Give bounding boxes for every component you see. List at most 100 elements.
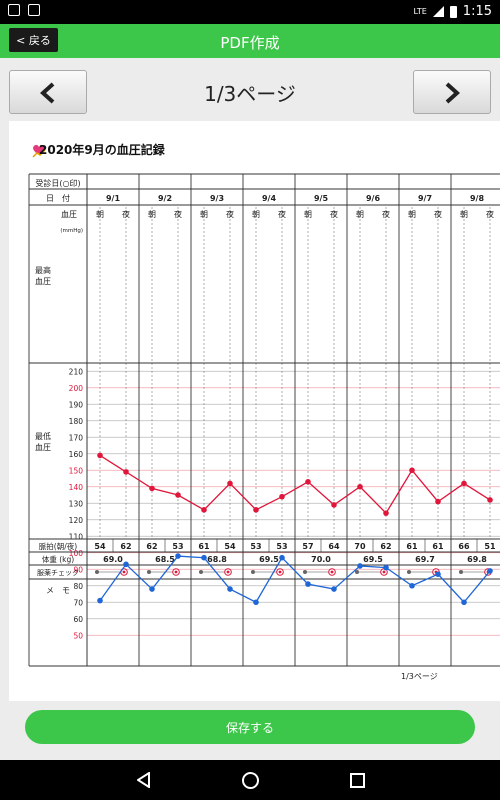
data-point bbox=[175, 553, 181, 559]
signal-icon bbox=[432, 6, 444, 17]
pulse-value: 61 bbox=[432, 542, 444, 551]
y-tick-label-90: 90 bbox=[73, 565, 83, 574]
page-indicator: 1/3ページ bbox=[204, 82, 296, 106]
data-point bbox=[279, 554, 285, 561]
date-header-9/8: 9/8 bbox=[470, 194, 484, 203]
nav-home-icon[interactable] bbox=[242, 772, 259, 789]
med-check-dot bbox=[147, 570, 151, 574]
chevron-left-icon bbox=[40, 82, 55, 104]
pulse-value: 64 bbox=[328, 542, 340, 551]
nav-recents-icon[interactable] bbox=[350, 773, 365, 788]
med-check-circle-dot bbox=[122, 570, 126, 574]
y-tick-label-130: 130 bbox=[69, 499, 84, 508]
pulse-value: 66 bbox=[458, 542, 470, 551]
data-point bbox=[383, 510, 389, 516]
sheet-page-number: 1/3ページ bbox=[401, 672, 438, 681]
med-check-dot bbox=[199, 570, 203, 574]
y-tick-label-140: 140 bbox=[69, 483, 84, 492]
y-tick-label-60: 60 bbox=[73, 615, 83, 624]
med-check-dot bbox=[251, 570, 255, 574]
y-tick-label-100: 100 bbox=[69, 549, 84, 558]
diastolic-label-2: 血圧 bbox=[35, 442, 51, 452]
morning-header: 朝 bbox=[408, 210, 416, 219]
date-header-9/2: 9/2 bbox=[158, 194, 172, 203]
med-check-dot bbox=[95, 570, 99, 574]
pulse-value: 57 bbox=[302, 542, 313, 551]
heart-chart-icon bbox=[32, 144, 46, 158]
systolic-label-2: 血圧 bbox=[35, 276, 51, 286]
date-header-9/1: 9/1 bbox=[106, 194, 120, 203]
data-point bbox=[461, 599, 467, 606]
pulse-value: 54 bbox=[224, 542, 236, 551]
next-page-button[interactable] bbox=[413, 70, 491, 114]
data-point bbox=[175, 492, 181, 498]
battery-icon bbox=[449, 5, 457, 18]
data-point bbox=[279, 493, 285, 500]
y-tick-label-50: 50 bbox=[73, 631, 83, 640]
unit-label: (mmHg) bbox=[60, 228, 83, 234]
chevron-right-icon bbox=[445, 82, 460, 104]
data-point bbox=[331, 502, 337, 508]
data-point bbox=[409, 467, 415, 474]
back-button[interactable]: < 戻る bbox=[9, 28, 58, 52]
night-header: 夜 bbox=[278, 209, 286, 219]
night-header: 夜 bbox=[174, 209, 182, 219]
data-point bbox=[253, 507, 259, 513]
med-check-dot bbox=[303, 570, 307, 574]
weight-value: 69.7 bbox=[415, 555, 435, 564]
sheet-title: 2020年9月の血圧記録 bbox=[39, 143, 165, 157]
morning-header: 朝 bbox=[200, 210, 208, 219]
data-point bbox=[253, 599, 259, 606]
app-bar: < 戻る PDF作成 bbox=[0, 24, 500, 58]
y-tick-label-110: 110 bbox=[69, 532, 84, 541]
bp-label: 血圧 bbox=[61, 209, 77, 219]
nav-back-icon[interactable] bbox=[137, 772, 151, 788]
save-button[interactable]: 保存する bbox=[25, 710, 475, 744]
data-point bbox=[461, 480, 467, 487]
med-label: 服薬チェック bbox=[37, 568, 79, 577]
pulse-value: 61 bbox=[198, 542, 210, 551]
date-header-9/4: 9/4 bbox=[262, 194, 276, 203]
morning-header: 朝 bbox=[356, 210, 364, 219]
weight-value: 69.8 bbox=[467, 555, 487, 564]
date-label: 日 付 bbox=[46, 193, 70, 203]
weight-value: 69.5 bbox=[363, 555, 383, 564]
night-header: 夜 bbox=[486, 209, 494, 219]
clock: 1:15 bbox=[462, 4, 492, 19]
med-check-dot bbox=[355, 570, 359, 574]
data-point bbox=[331, 586, 337, 592]
pulse-label: 脈拍(朝/夜) bbox=[39, 541, 77, 551]
previous-page-button[interactable] bbox=[9, 70, 87, 114]
data-point bbox=[201, 554, 207, 561]
y-tick-label-210: 210 bbox=[69, 367, 84, 376]
med-check-dot bbox=[459, 570, 463, 574]
morning-header: 朝 bbox=[96, 210, 104, 219]
data-point bbox=[201, 507, 207, 513]
y-tick-label-170: 170 bbox=[69, 433, 84, 442]
y-tick-label-150: 150 bbox=[69, 466, 84, 475]
pulse-value: 54 bbox=[94, 542, 106, 551]
night-header: 夜 bbox=[330, 209, 338, 219]
series-line-0 bbox=[99, 454, 491, 515]
data-point bbox=[97, 597, 103, 604]
data-point bbox=[123, 561, 129, 568]
morning-header: 朝 bbox=[304, 210, 312, 219]
data-point bbox=[435, 571, 441, 577]
data-point bbox=[487, 568, 493, 574]
pulse-value: 53 bbox=[172, 542, 183, 551]
system-nav-bar bbox=[0, 760, 500, 800]
weight-label: 体重 (kg) bbox=[42, 554, 74, 564]
data-point bbox=[97, 452, 103, 459]
network-type: LTE bbox=[413, 7, 427, 16]
night-header: 夜 bbox=[122, 209, 130, 219]
y-tick-label-80: 80 bbox=[73, 582, 83, 591]
y-tick-label-200: 200 bbox=[69, 384, 84, 393]
date-header-9/3: 9/3 bbox=[210, 194, 224, 203]
data-point bbox=[227, 586, 233, 592]
systolic-label-1: 最高 bbox=[35, 265, 51, 275]
pulse-value: 62 bbox=[380, 542, 391, 551]
pulse-value: 70 bbox=[354, 542, 366, 551]
data-point bbox=[123, 469, 129, 475]
data-point bbox=[409, 582, 415, 589]
pdf-preview-sheet: 2020年9月の血圧記録 210 200 190 180 170 160 150 140 130… bbox=[9, 121, 500, 701]
